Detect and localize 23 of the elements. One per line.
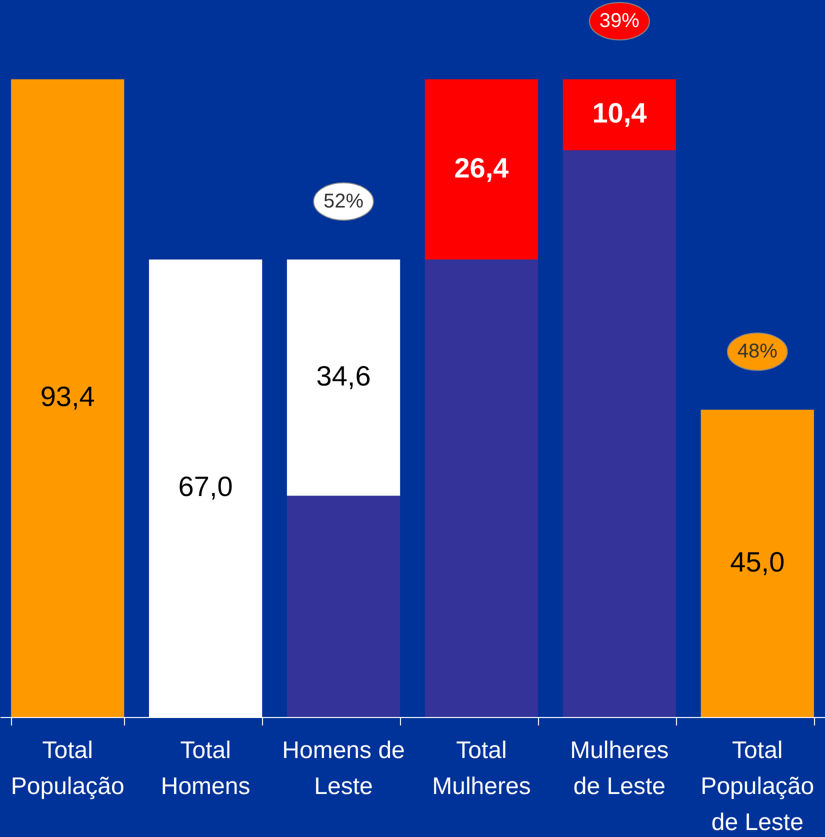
data-label: 93,4 — [40, 381, 95, 412]
data-label: 67,0 — [178, 471, 233, 502]
data-label: 10,4 — [592, 98, 648, 129]
bar — [11, 79, 124, 717]
bar — [424, 79, 538, 260]
annotation: 39% — [599, 10, 640, 32]
bar — [424, 259, 538, 717]
x-tick-label: Homens de Leste — [282, 737, 405, 800]
bar — [562, 150, 676, 717]
x-tick-label: Total População — [10, 737, 124, 800]
x-tick-label: Total Homens — [160, 737, 250, 800]
annotation: 48% — [737, 340, 778, 363]
data-label: 26,4 — [454, 152, 510, 184]
data-label: 45,0 — [730, 546, 785, 578]
x-tick-label: Mulheres de Leste — [570, 737, 669, 800]
bar — [286, 259, 400, 496]
bar — [562, 79, 676, 150]
bar — [700, 410, 814, 717]
annotation: 52% — [324, 190, 364, 212]
x-tick-label: Total Mulheres — [432, 737, 531, 800]
data-label: 34,6 — [316, 360, 371, 392]
bar — [286, 496, 400, 717]
x-tick-label: Total População de Leste — [700, 737, 814, 836]
